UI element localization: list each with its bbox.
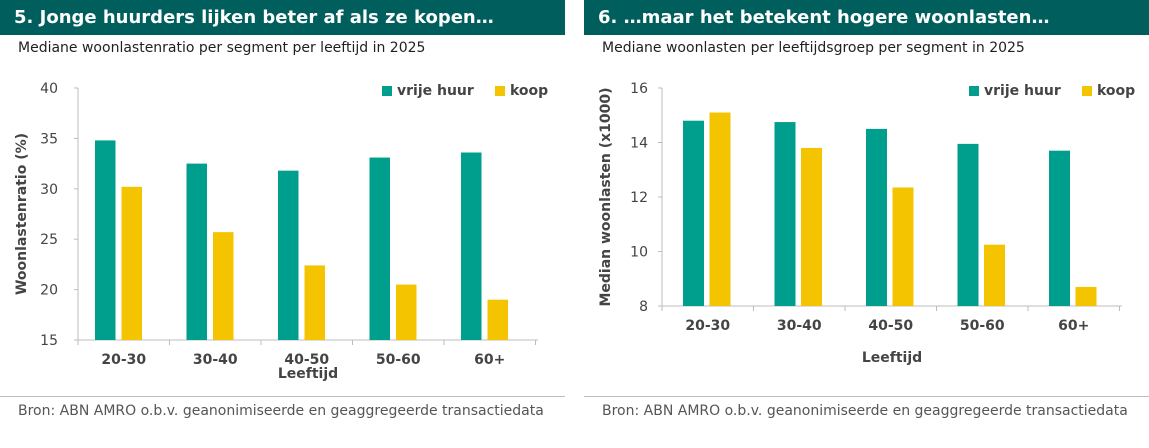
x-tick-label: 50-60 <box>376 352 421 368</box>
y-tick-label: 40 <box>40 81 58 97</box>
y-tick-label: 20 <box>40 283 58 299</box>
legend-label-koop: koop <box>1097 83 1135 99</box>
y-tick-label: 25 <box>40 232 58 248</box>
y-tick-label: 12 <box>630 190 648 206</box>
bar-koop-40-50 <box>304 265 325 340</box>
bar-vrije-huur-50-60 <box>957 143 979 306</box>
bar-vrije-huur-50-60 <box>369 157 390 340</box>
y-tick-label: 15 <box>40 333 58 349</box>
legend-label-koop: koop <box>510 83 548 99</box>
x-tick-label: 30-40 <box>193 352 238 368</box>
y-tick-label: 16 <box>630 81 648 97</box>
legend-label-vrije-huur: vrije huur <box>984 83 1061 99</box>
legend-swatch-koop <box>1082 86 1092 96</box>
bar-vrije-huur-40-50 <box>866 128 887 306</box>
source-divider-left <box>0 396 565 397</box>
x-tick-label: 20-30 <box>101 352 146 368</box>
bar-vrije-huur-20-30 <box>95 140 116 340</box>
chart-panel-right: 6. …maar het betekent hogere woonlasten…… <box>584 0 1149 448</box>
legend-swatch-vrije-huur <box>969 86 979 96</box>
bar-koop-50-60 <box>396 284 417 340</box>
y-tick-label: 10 <box>630 245 648 261</box>
bar-chart-right: 8 10 12 14 16 20-30 30-40 40-50 50-60 60+ Leeftijd… <box>598 81 1135 366</box>
x-axis-title: Leeftijd <box>862 350 922 366</box>
source-note-right: Bron: ABN AMRO o.b.v. geanonimiseerde en… <box>602 403 1128 419</box>
legend-swatch-koop <box>495 86 505 96</box>
bar-vrije-huur-30-40 <box>774 122 796 306</box>
x-tick-label: 40-50 <box>868 318 913 334</box>
y-axis-title: Woonlastenratio (%) <box>14 133 30 295</box>
bar-koop-30-40 <box>801 147 822 306</box>
bar-vrije-huur-60+ <box>461 152 482 340</box>
bar-vrije-huur-60+ <box>1049 150 1070 306</box>
bar-chart-left: 15 20 25 30 35 40 20-30 30-40 40-50 50-60 60+ Leeft… <box>14 81 548 382</box>
bar-vrije-huur-20-30 <box>683 120 704 306</box>
chart-panel-left: 5. Jonge huurders lijken beter af als ze… <box>0 0 565 448</box>
bar-koop-40-50 <box>892 187 914 306</box>
x-tick-label: 60+ <box>1058 318 1089 334</box>
chart-title-left: 5. Jonge huurders lijken beter af als ze… <box>0 0 565 35</box>
chart-title-right: 6. …maar het betekent hogere woonlasten… <box>584 0 1149 35</box>
x-tick-label: 30-40 <box>777 318 822 334</box>
x-tick-label: 40-50 <box>284 352 329 368</box>
bar-vrije-huur-40-50 <box>278 170 299 340</box>
y-axis-title: Median woonlasten (x1000) <box>598 87 614 306</box>
bar-koop-50-60 <box>984 244 1005 306</box>
bar-koop-30-40 <box>213 232 234 340</box>
x-axis-title: Leeftijd <box>278 366 338 382</box>
y-tick-label: 8 <box>639 299 648 315</box>
chart-subtitle-left: Mediane woonlastenratio per segment per … <box>18 40 426 56</box>
bar-koop-60+ <box>487 299 508 340</box>
x-tick-label: 60+ <box>474 352 505 368</box>
bar-koop-60+ <box>1075 286 1097 306</box>
y-tick-label: 35 <box>40 131 58 147</box>
y-tick-label: 30 <box>40 182 58 198</box>
legend-label-vrije-huur: vrije huur <box>397 83 474 99</box>
bar-vrije-huur-30-40 <box>186 163 207 340</box>
bar-koop-20-30 <box>709 112 731 307</box>
chart-subtitle-right: Mediane woonlasten per leeftijdsgroep pe… <box>602 40 1025 56</box>
source-divider-right <box>584 396 1149 397</box>
x-tick-label: 20-30 <box>685 318 730 334</box>
legend-swatch-vrije-huur <box>382 86 392 96</box>
bar-koop-20-30 <box>121 186 142 340</box>
source-note-left: Bron: ABN AMRO o.b.v. geanonimiseerde en… <box>18 403 544 419</box>
x-tick-label: 50-60 <box>960 318 1005 334</box>
y-tick-label: 14 <box>630 136 648 152</box>
